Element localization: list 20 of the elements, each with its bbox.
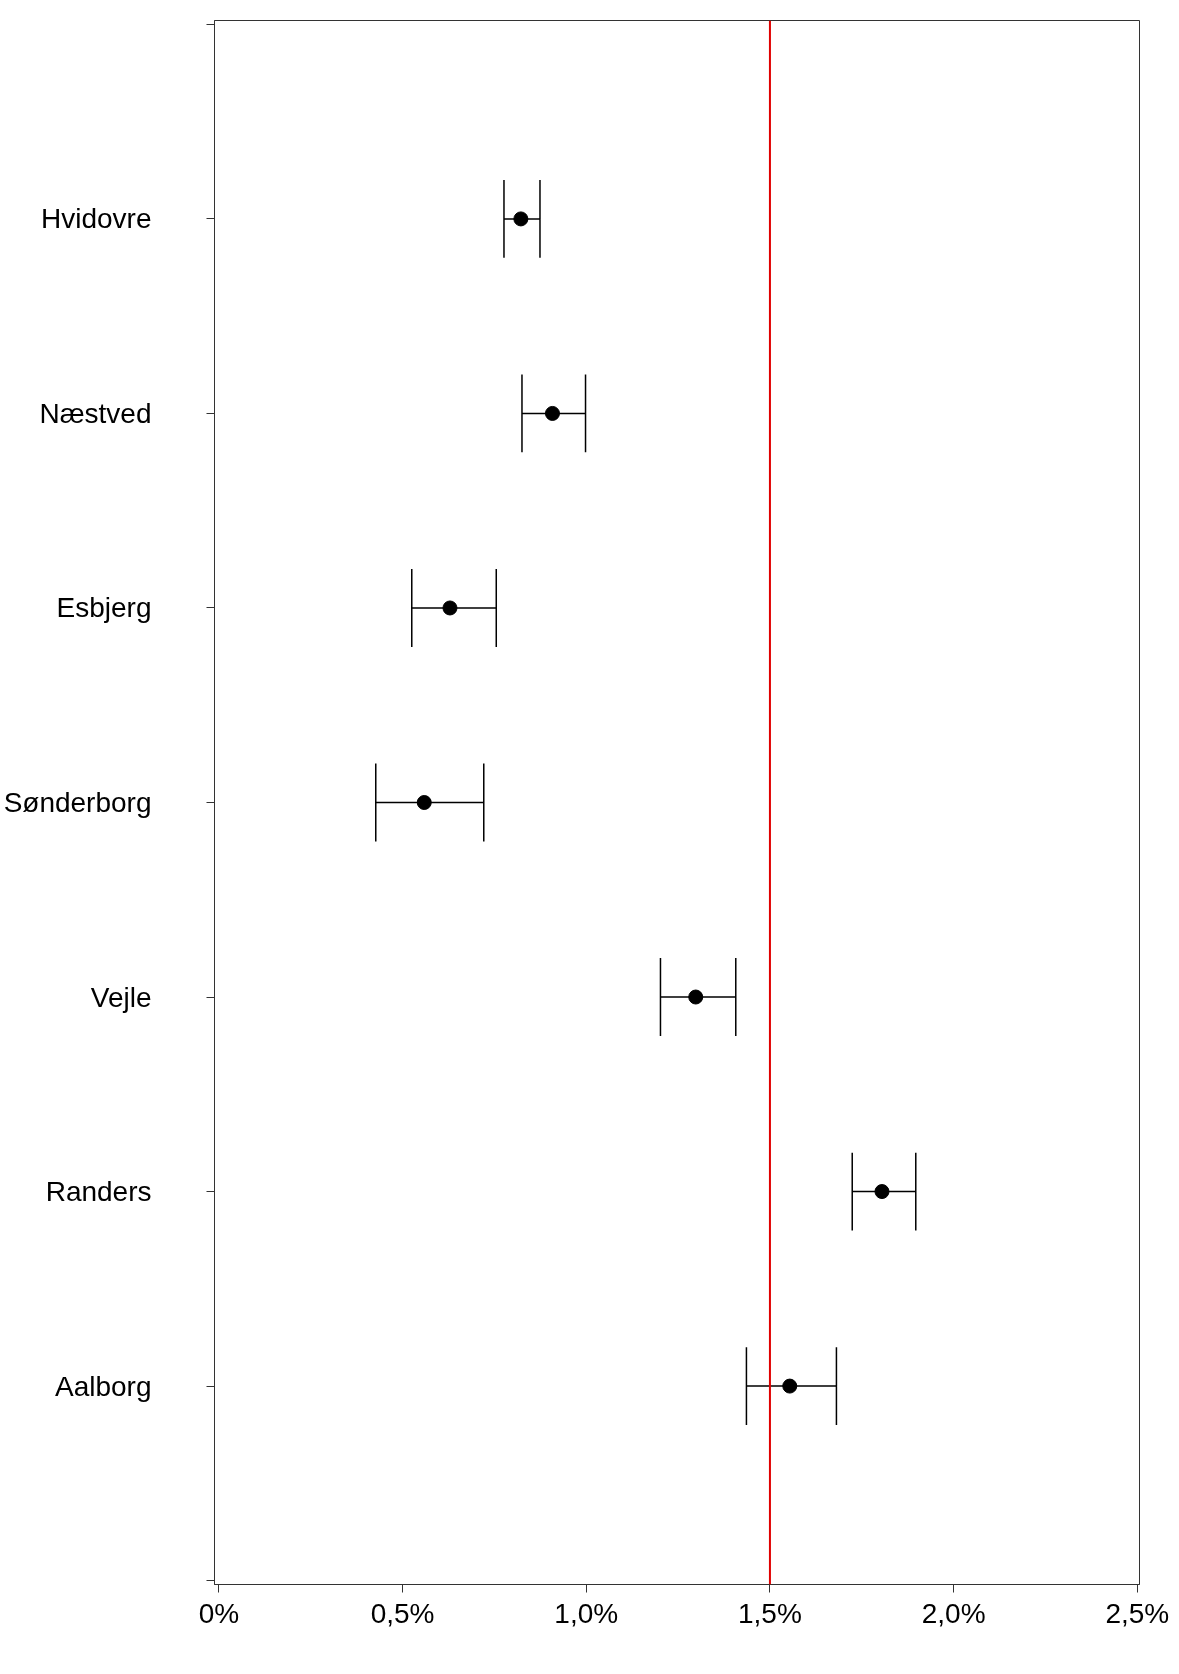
x-tick-label: 2,5%	[1105, 1597, 1170, 1629]
x-tick-label: 2,0%	[921, 1597, 986, 1629]
point	[442, 600, 458, 616]
x-tick-label: 0,5%	[370, 1597, 435, 1629]
point	[416, 795, 432, 810]
point	[688, 989, 704, 1005]
point	[874, 1184, 890, 1200]
x-tick-label: 1,5%	[738, 1597, 802, 1629]
y-tick-label: Randers	[45, 1176, 152, 1208]
y-tick-label: Aalborg	[54, 1370, 152, 1402]
y-tick-label: Næstved	[39, 397, 152, 429]
point	[544, 405, 560, 421]
point	[782, 1378, 798, 1394]
y-tick-label: Hvidovre	[41, 203, 152, 235]
y-tick-label: Sønderborg	[3, 787, 152, 818]
x-tick-label: 1,0%	[554, 1597, 619, 1629]
y-tick-label: Vejle	[90, 981, 152, 1013]
x-tick-label: 0%	[198, 1597, 240, 1629]
point	[513, 211, 529, 227]
y-tick-label: Esbjerg	[56, 592, 152, 624]
